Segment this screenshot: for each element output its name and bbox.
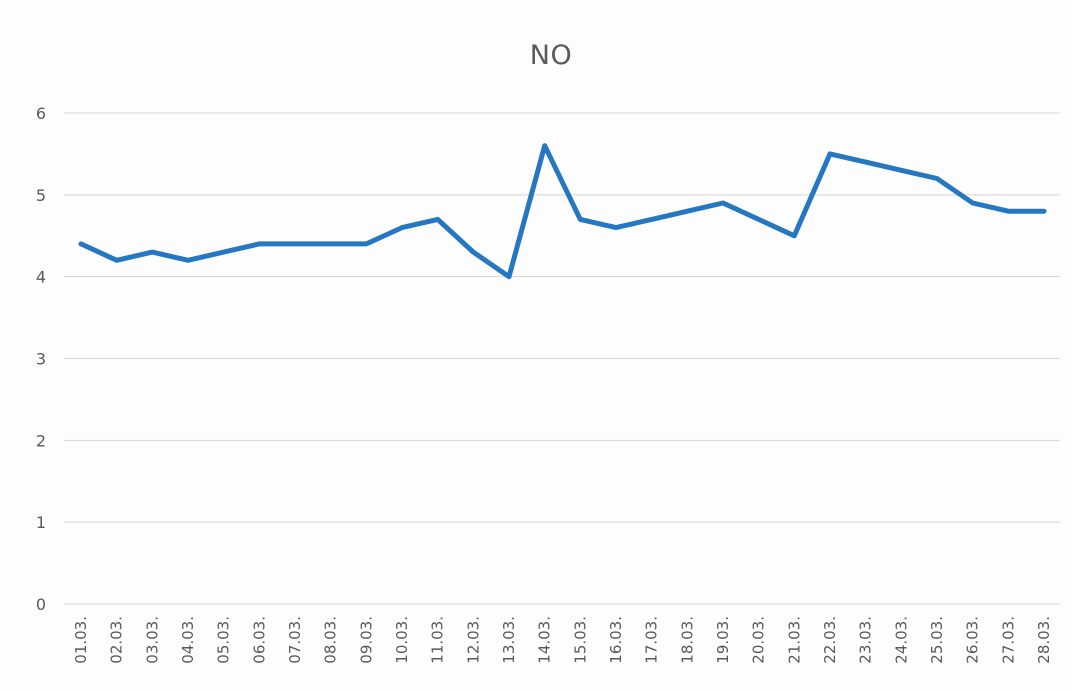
y-tick-label: 1 xyxy=(36,513,46,532)
x-tick-label: 17.03. xyxy=(643,616,661,664)
x-tick-label: 04.03. xyxy=(179,616,197,664)
chart-title: NO xyxy=(529,40,573,71)
x-tick-label: 07.03. xyxy=(286,616,304,664)
x-tick-label: 20.03. xyxy=(750,616,768,664)
y-tick-label: 5 xyxy=(36,186,46,205)
x-tick-label: 01.03. xyxy=(72,616,90,664)
series-layer xyxy=(78,143,1047,280)
x-tick-label: 05.03. xyxy=(215,616,233,664)
x-tick-label: 28.03. xyxy=(1035,616,1053,664)
x-tick-label: 22.03. xyxy=(821,616,839,664)
y-tick-label: 2 xyxy=(36,431,46,450)
x-tick-label: 02.03. xyxy=(108,616,126,664)
x-tick-label: 08.03. xyxy=(322,616,340,664)
x-tick-label: 06.03. xyxy=(250,616,268,664)
y-tick-label: 4 xyxy=(36,268,46,287)
y-tick-label: 0 xyxy=(36,595,46,614)
x-tick-label: 26.03. xyxy=(964,616,982,664)
x-tick-label: 23.03. xyxy=(857,616,875,664)
x-tick-label: 13.03. xyxy=(500,616,518,664)
x-tick-label: 27.03. xyxy=(999,616,1017,664)
x-tick-label: 03.03. xyxy=(143,616,161,664)
x-tick-label: 18.03. xyxy=(678,616,696,664)
series-line-0 xyxy=(78,143,1047,280)
x-tick-label: 14.03. xyxy=(536,616,554,664)
x-tick-label: 21.03. xyxy=(785,616,803,664)
gridlines xyxy=(64,112,1060,605)
x-tick-label: 25.03. xyxy=(928,616,946,664)
x-tick-label: 19.03. xyxy=(714,616,732,664)
x-tick-label: 15.03. xyxy=(571,616,589,664)
x-tick-label: 12.03. xyxy=(464,616,482,664)
x-tick-label: 24.03. xyxy=(892,616,910,664)
y-tick-label: 6 xyxy=(36,104,46,123)
y-axis-ticks: 0 1 2 3 4 5 6 xyxy=(36,104,46,614)
x-tick-label: 10.03. xyxy=(393,616,411,664)
x-axis-ticks: 01.03. 02.03. 03.03. 04.03. 05.03. 06.03. 07.0… xyxy=(72,616,1053,664)
y-tick-label: 3 xyxy=(36,350,46,369)
x-tick-label: 16.03. xyxy=(607,616,625,664)
x-tick-label: 09.03. xyxy=(357,616,375,664)
x-tick-label: 11.03. xyxy=(429,616,447,664)
